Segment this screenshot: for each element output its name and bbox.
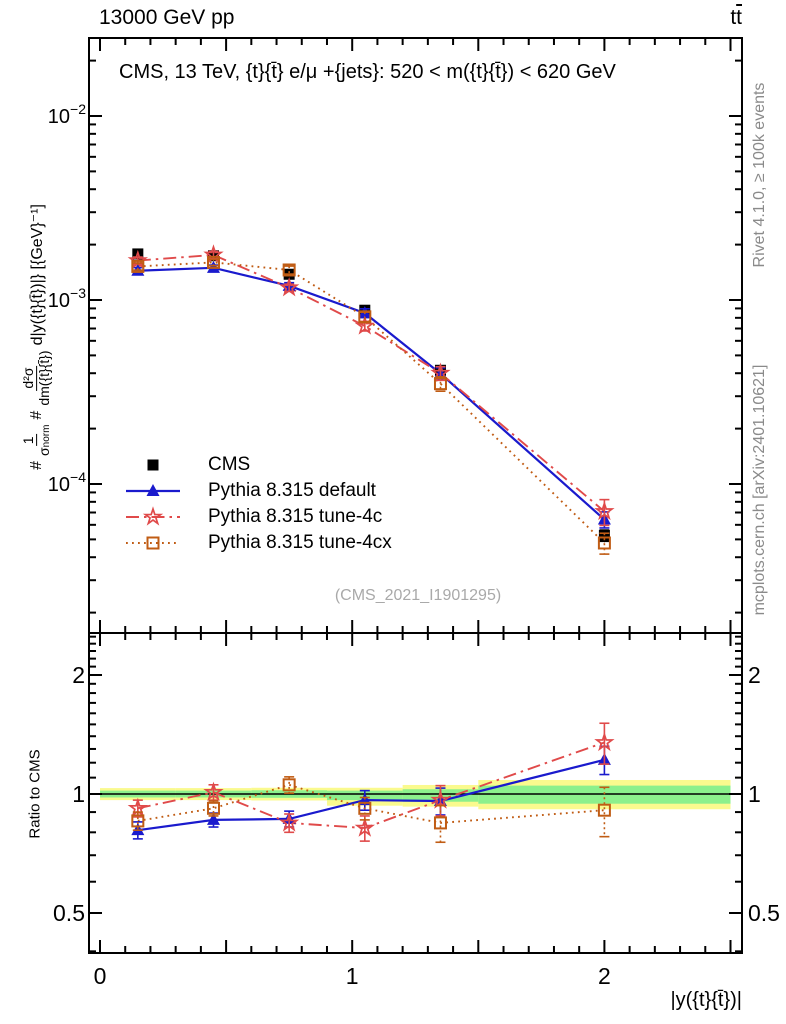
legend-label: Pythia 8.315 tune-4c xyxy=(208,506,383,527)
axis-ticks xyxy=(89,38,742,953)
svg-text:0.5: 0.5 xyxy=(53,900,85,926)
beam-energy-title: 13000 GeV pp xyxy=(99,6,235,29)
svg-text:2: 2 xyxy=(72,662,85,688)
svg-text:1: 1 xyxy=(748,781,761,807)
legend: CMS Pythia 8.315 default Pythia 8.315 tu… xyxy=(124,452,392,556)
y-axis-label: #1 σnorm # d²σ dm({t}{t̄}) d|y({t}{t̄})|} [{G… xyxy=(20,204,53,470)
svg-text:0: 0 xyxy=(94,963,107,989)
pythia-default-swatch-icon xyxy=(126,484,180,496)
svg-text:1: 1 xyxy=(72,781,85,807)
svg-text:1: 1 xyxy=(346,963,359,989)
pythia-tune4cx-swatch-icon xyxy=(126,536,180,550)
legend-row-pythia-default: Pythia 8.315 default xyxy=(124,478,392,504)
process-title: tt xyxy=(730,6,742,29)
svg-text:2: 2 xyxy=(748,662,761,688)
svg-text:10−2: 10−2 xyxy=(48,101,86,128)
x-axis-label: |y({t}{t̄})| xyxy=(670,989,742,1011)
svg-text:2: 2 xyxy=(598,963,611,989)
axis-tick-labels: 10−2 10−3 10−4 2 2 1 1 0.5 0.5 0 1 2 xyxy=(48,101,780,989)
cms-marker-icon xyxy=(147,459,159,471)
legend-row-pythia-tune4cx: Pythia 8.315 tune-4cx xyxy=(124,530,392,556)
rivet-version-note: Rivet 4.1.0, ≥ 100k events xyxy=(751,82,768,268)
pythia-tune4c-swatch-icon xyxy=(126,506,180,526)
panel-title: CMS, 13 TeV, {t}{t̄} e/μ +{jets}: 520 < … xyxy=(119,61,616,83)
legend-label: Pythia 8.315 default xyxy=(208,480,376,501)
model-curves xyxy=(137,253,606,832)
svg-text:10−4: 10−4 xyxy=(48,469,86,496)
mcplots-source-note: mcplots.cern.ch [arXiv:2401.10621] xyxy=(751,364,768,616)
legend-row-cms: CMS xyxy=(124,452,392,478)
svg-text:10−3: 10−3 xyxy=(48,285,86,312)
fraction-one-over-sigma: 1 σnorm xyxy=(20,424,53,456)
fraction-d2sigma: d²σ dm({t}{t̄}) xyxy=(20,350,53,406)
model-points xyxy=(131,255,611,844)
analysis-id-watermark: (CMS_2021_I1901295) xyxy=(334,587,502,604)
svg-text:0.5: 0.5 xyxy=(748,900,780,926)
legend-label: CMS xyxy=(208,454,251,475)
ratio-y-axis-label: Ratio to CMS xyxy=(26,749,44,839)
legend-label: Pythia 8.315 tune-4cx xyxy=(208,532,392,553)
legend-row-pythia-tune4c: Pythia 8.315 tune-4c xyxy=(124,504,392,530)
